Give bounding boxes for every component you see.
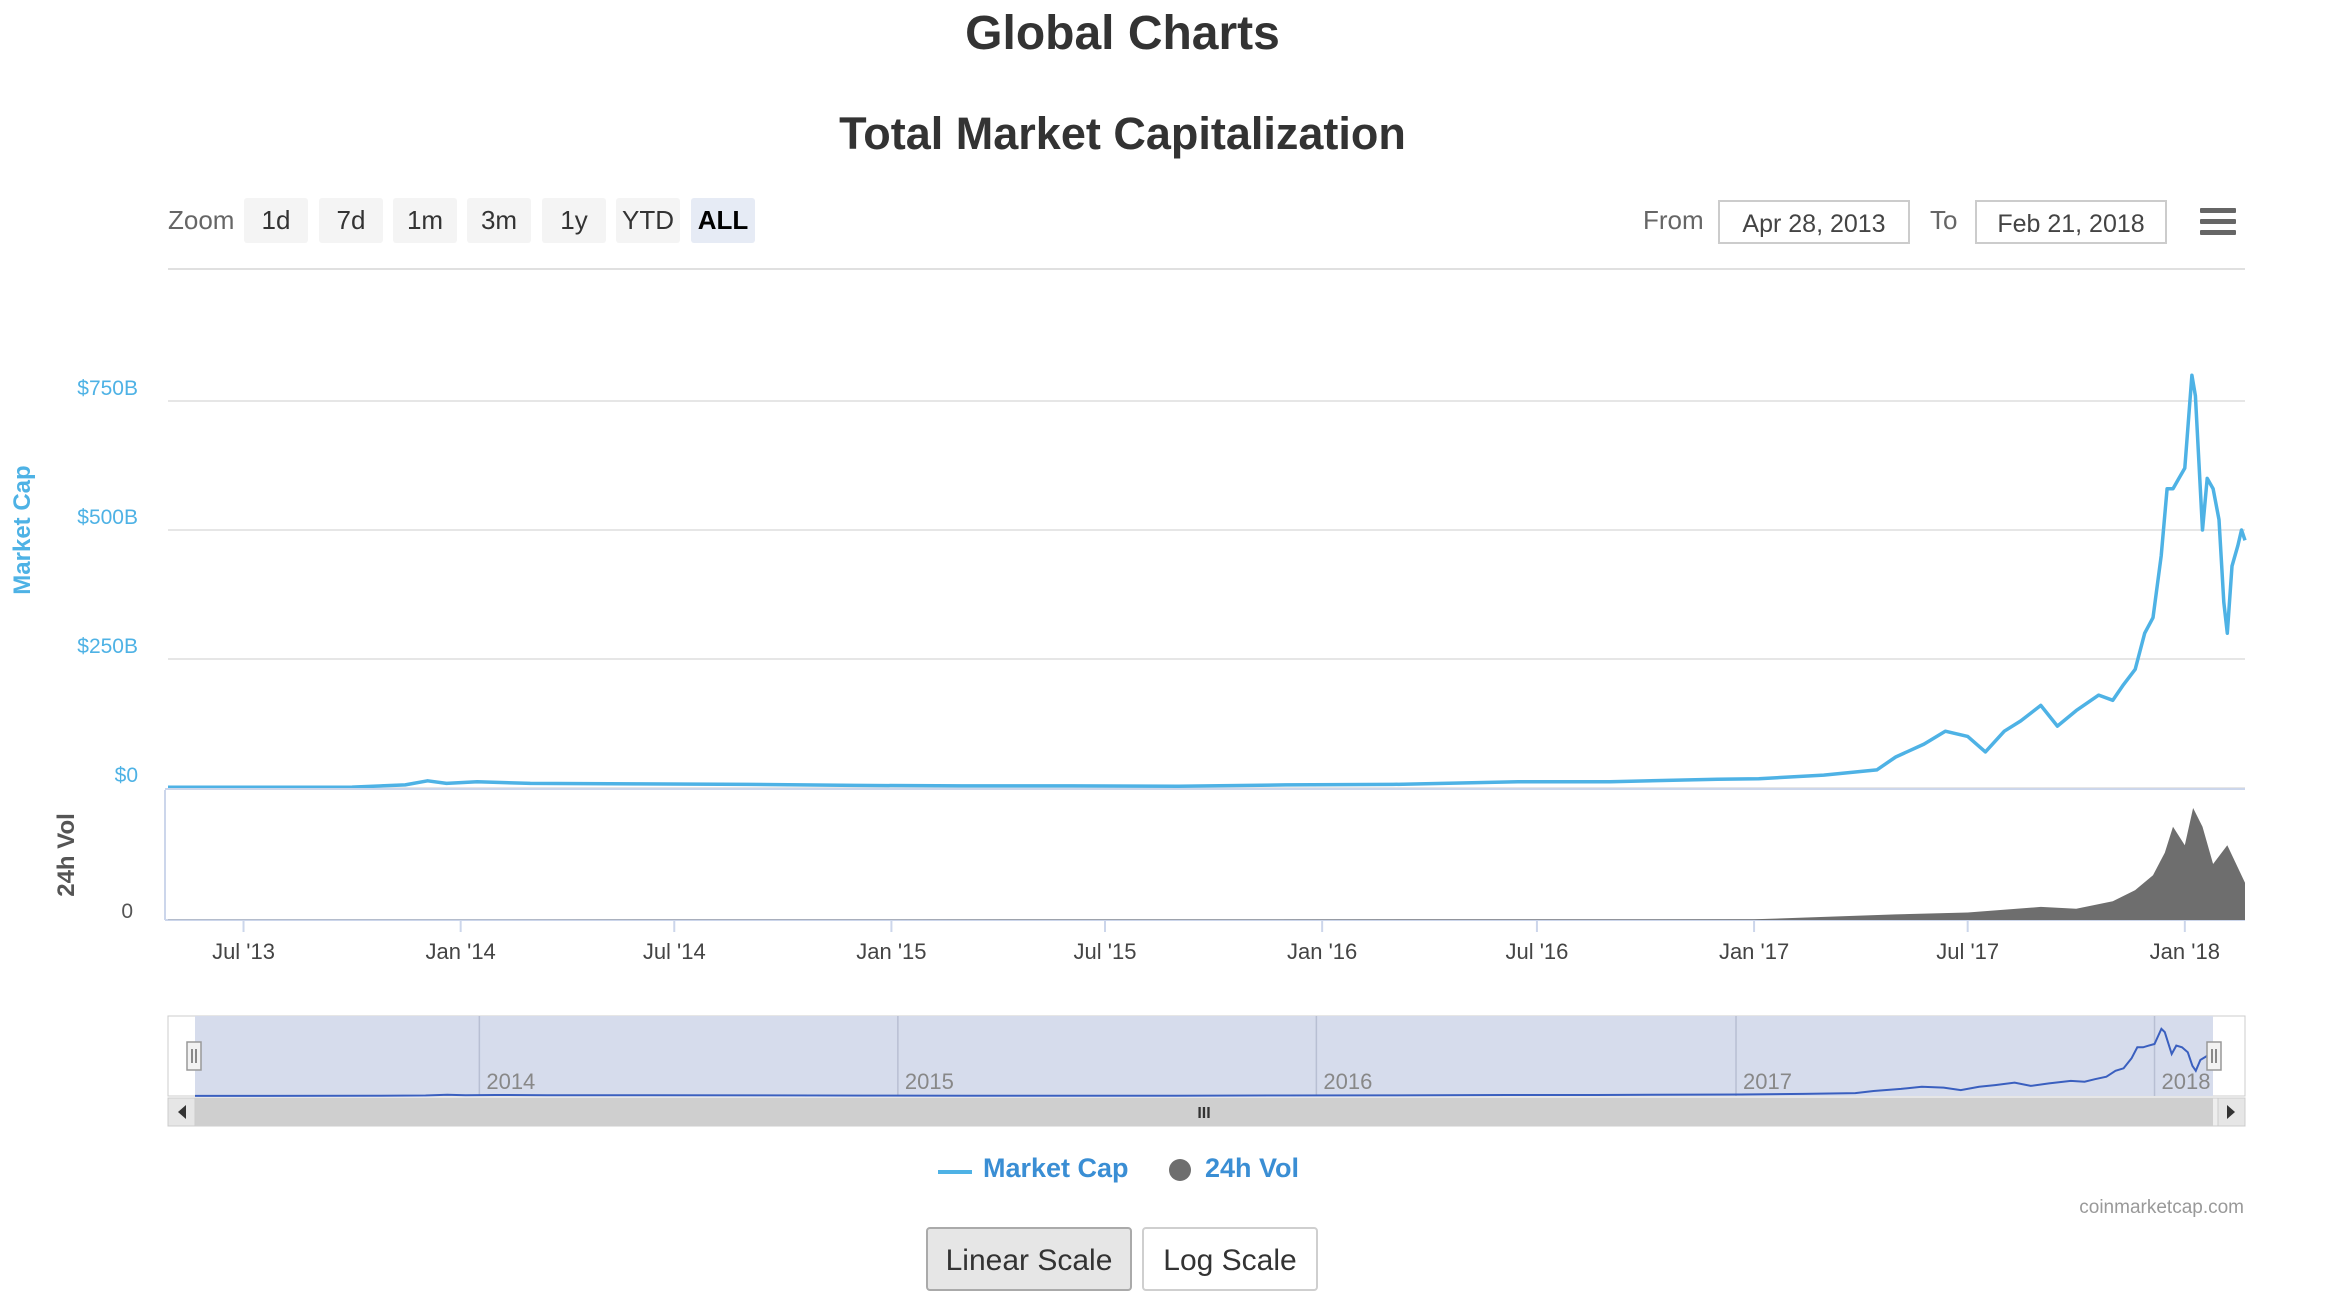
volume-y-tick-0: 0 [121,900,133,923]
x-tick-label: Jan '15 [856,939,926,964]
zoom-button-1d[interactable]: 1d [244,198,308,243]
scrollbar-thumb[interactable] [195,1098,2213,1126]
navigator-selection[interactable] [195,1016,2213,1096]
range-from-label: From [1643,205,1704,235]
navigator-year-grid: 2014 2015 2016 2017 2018 [478,1016,2211,1096]
volume-series-area [168,808,2245,920]
market-cap-y-axis: $0 $250B $500B $750B [77,377,138,787]
x-tick-label: Jul '16 [1505,939,1568,964]
market-cap-y-tick-label: $250B [77,635,138,658]
market-cap-y-tick-label: $0 [115,764,138,787]
zoom-button-ytd[interactable]: YTD [616,198,680,243]
x-axis: Jul '13 Jan '14 Jul '14 Jan '15 Jul '15 Jan '… [212,920,2220,964]
range-to-label: To [1930,205,1958,235]
range-from-input[interactable]: Apr 28, 2013 [1718,200,1910,244]
x-tick-label: Jan '17 [1719,939,1789,964]
zoom-button-7d[interactable]: 7d [319,198,383,243]
market-cap-axis-title: Market Cap [9,465,36,594]
range-to-input[interactable]: Feb 21, 2018 [1975,200,2167,244]
x-tick-label: Jul '15 [1074,939,1137,964]
market-cap-gridlines [168,400,2245,789]
x-tick-label: Jul '14 [643,939,706,964]
legend-item-market-cap[interactable]: Market Cap [983,1153,1129,1183]
zoom-button-1y[interactable]: 1y [542,198,606,243]
legend-item-24h-vol[interactable]: 24h Vol [1205,1153,1300,1183]
credits-link[interactable]: coinmarketcap.com [2079,1197,2244,1218]
zoom-label: Zoom [168,205,235,235]
x-tick-label: Jan '18 [2150,939,2220,964]
market-cap-y-tick-label: $750B [77,377,138,400]
scrollbar-grip: III [1197,1105,1210,1122]
navigator-right-handle[interactable] [2206,1041,2222,1071]
log-scale-button[interactable]: Log Scale [1142,1227,1318,1291]
zoom-button-1m[interactable]: 1m [393,198,457,243]
navigator-year-label: 2017 [1743,1069,1792,1094]
navigator-year-label: 2018 [2162,1069,2211,1094]
hamburger-menu-icon[interactable] [2200,208,2236,238]
arrow-right-icon [2227,1105,2235,1119]
navigator-left-handle[interactable] [186,1041,202,1071]
x-tick-label: Jan '16 [1287,939,1357,964]
x-tick-label: Jul '17 [1936,939,1999,964]
arrow-left-icon [178,1105,186,1119]
navigator-year-label: 2016 [1323,1069,1372,1094]
linear-scale-button[interactable]: Linear Scale [926,1227,1132,1291]
x-tick-label: Jan '14 [426,939,496,964]
navigator-year-label: 2015 [905,1069,954,1094]
chart-title: Total Market Capitalization [839,108,1406,159]
zoom-button-3m[interactable]: 3m [467,198,531,243]
navigator-series-line [195,1027,2214,1097]
legend-volume-symbol [1169,1159,1191,1181]
navigator-year-label: 2014 [486,1069,535,1094]
market-cap-y-tick-label: $500B [77,506,138,529]
market-cap-series-line [167,373,2247,790]
volume-axis-title: 24h Vol [53,813,80,897]
zoom-button-all[interactable]: ALL [691,198,755,243]
x-tick-label: Jul '13 [212,939,275,964]
page-title: Global Charts [965,7,1280,60]
